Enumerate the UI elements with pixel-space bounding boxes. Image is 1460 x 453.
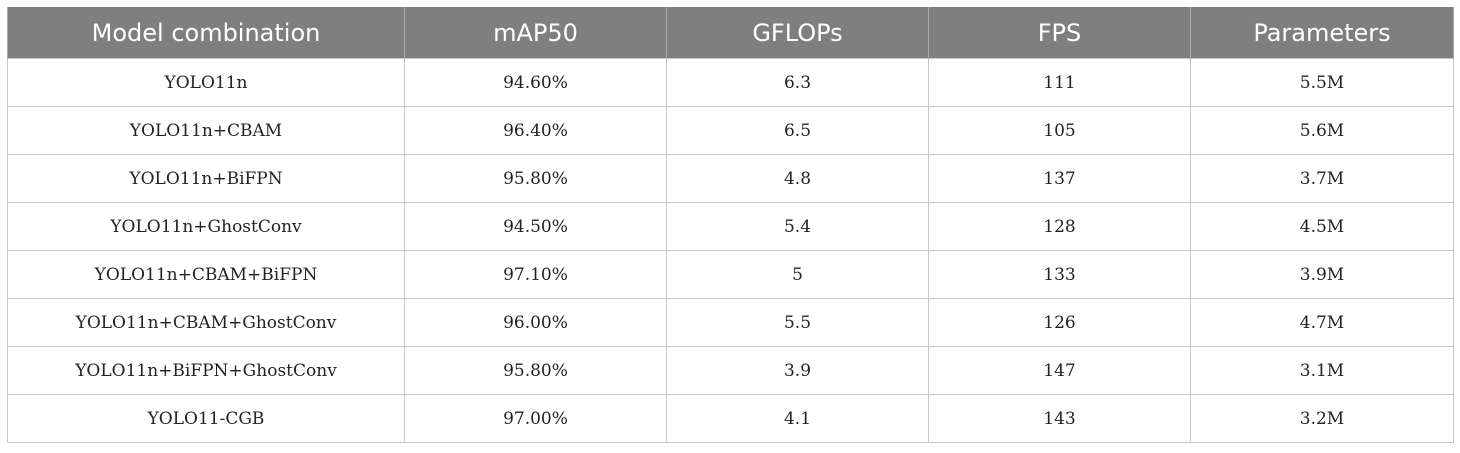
cell-fps: 128 [928,202,1191,251]
cell-gflops: 5.4 [666,202,929,251]
cell-fps: 137 [928,154,1191,203]
table-row: YOLO11n+CBAM 96.40% 6.5 105 5.6M [7,106,1454,155]
header-gflops: GFLOPs [666,7,929,59]
cell-map50: 95.80% [404,154,667,203]
cell-gflops: 6.3 [666,58,929,107]
cell-fps: 105 [928,106,1191,155]
cell-gflops: 5.5 [666,298,929,347]
cell-gflops: 5 [666,250,929,299]
cell-map50: 95.80% [404,346,667,395]
results-table-container: Model combination mAP50 GFLOPs FPS Param… [7,7,1454,443]
cell-map50: 94.50% [404,202,667,251]
cell-model: YOLO11-CGB [7,394,405,443]
cell-model: YOLO11n+BiFPN+GhostConv [7,346,405,395]
table-row: YOLO11n+GhostConv 94.50% 5.4 128 4.5M [7,202,1454,251]
table-row: YOLO11n+CBAM+GhostConv 96.00% 5.5 126 4.… [7,298,1454,347]
header-fps: FPS [928,7,1191,59]
cell-parameters: 5.6M [1190,106,1454,155]
cell-parameters: 3.7M [1190,154,1454,203]
cell-parameters: 4.5M [1190,202,1454,251]
cell-map50: 94.60% [404,58,667,107]
cell-fps: 111 [928,58,1191,107]
table-row: YOLO11-CGB 97.00% 4.1 143 3.2M [7,394,1454,443]
cell-gflops: 4.8 [666,154,929,203]
cell-map50: 96.40% [404,106,667,155]
cell-model: YOLO11n+BiFPN [7,154,405,203]
cell-model: YOLO11n+CBAM+BiFPN [7,250,405,299]
table-row: YOLO11n+BiFPN+GhostConv 95.80% 3.9 147 3… [7,346,1454,395]
header-model-combination: Model combination [7,7,405,59]
table-row: YOLO11n+BiFPN 95.80% 4.8 137 3.7M [7,154,1454,203]
cell-fps: 126 [928,298,1191,347]
cell-map50: 96.00% [404,298,667,347]
cell-model: YOLO11n [7,58,405,107]
model-comparison-table: Model combination mAP50 GFLOPs FPS Param… [7,7,1454,443]
cell-parameters: 3.9M [1190,250,1454,299]
cell-parameters: 3.2M [1190,394,1454,443]
cell-map50: 97.10% [404,250,667,299]
cell-gflops: 3.9 [666,346,929,395]
cell-gflops: 4.1 [666,394,929,443]
cell-model: YOLO11n+CBAM+GhostConv [7,298,405,347]
header-map50: mAP50 [404,7,667,59]
cell-fps: 143 [928,394,1191,443]
cell-parameters: 5.5M [1190,58,1454,107]
cell-gflops: 6.5 [666,106,929,155]
cell-parameters: 4.7M [1190,298,1454,347]
cell-model: YOLO11n+CBAM [7,106,405,155]
cell-map50: 97.00% [404,394,667,443]
table-header-row: Model combination mAP50 GFLOPs FPS Param… [7,7,1454,59]
cell-fps: 133 [928,250,1191,299]
cell-fps: 147 [928,346,1191,395]
table-row: YOLO11n 94.60% 6.3 111 5.5M [7,58,1454,107]
cell-model: YOLO11n+GhostConv [7,202,405,251]
header-parameters: Parameters [1190,7,1454,59]
table-row: YOLO11n+CBAM+BiFPN 97.10% 5 133 3.9M [7,250,1454,299]
cell-parameters: 3.1M [1190,346,1454,395]
